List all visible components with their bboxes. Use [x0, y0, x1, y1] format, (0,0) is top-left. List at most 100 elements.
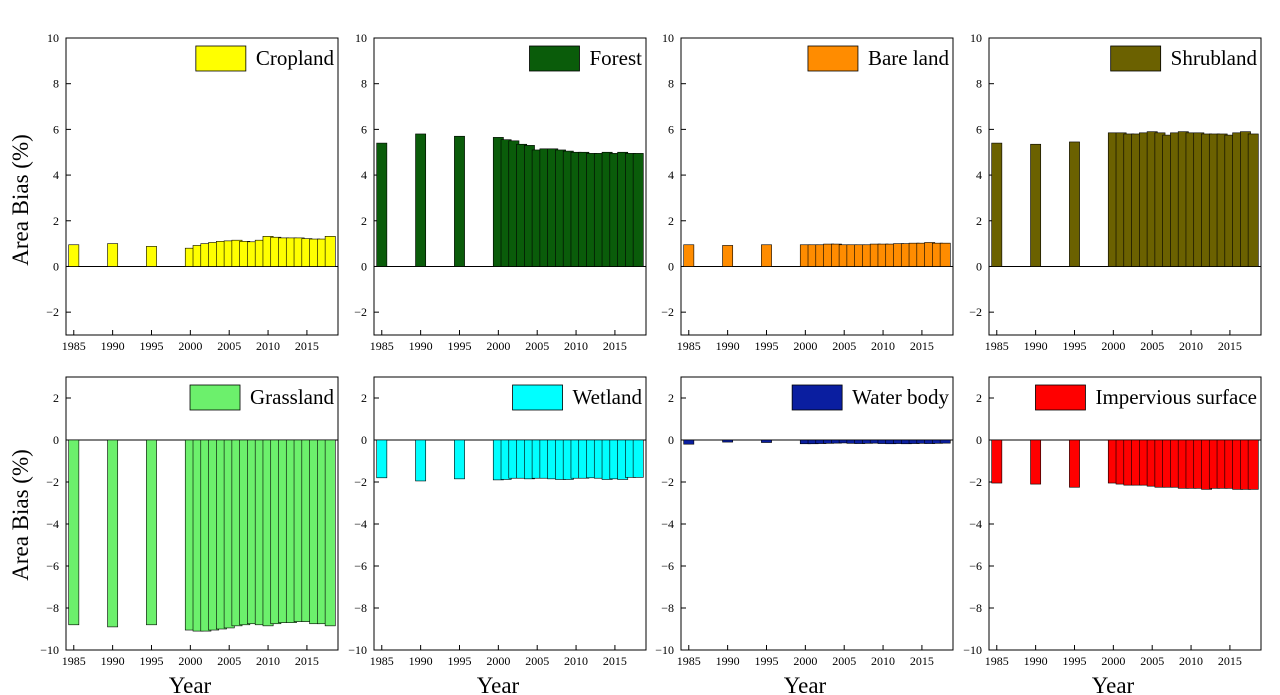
x-tick-label: 1985 — [62, 654, 86, 668]
y-axis-label-bottom: Area Bias (%) — [8, 449, 33, 581]
y-tick-label: 10 — [47, 31, 59, 45]
x-tick-label: 2005 — [217, 654, 241, 668]
legend-swatch — [1035, 384, 1086, 411]
x-tick-label: 1985 — [62, 339, 86, 353]
x-axis-label: Year — [169, 673, 212, 695]
bar — [991, 439, 1003, 484]
panel-shrubland: −2 0 2 4 6 8 10 1985 1990 1995 2000 2005 2010 2015 Shr… — [969, 31, 1262, 353]
legend-label: Cropland — [256, 46, 335, 70]
x-tick-label: 2000 — [1101, 654, 1125, 668]
bar — [1030, 439, 1042, 485]
x-tick-label: 2000 — [486, 654, 510, 668]
bar — [146, 439, 157, 626]
y-tick-label: 4 — [976, 168, 982, 182]
y-tick-label: 2 — [668, 391, 674, 405]
y-axis-label-top: Area Bias (%) — [8, 134, 33, 266]
y-tick-label: 2 — [361, 391, 367, 405]
bar — [632, 153, 644, 267]
bar — [146, 246, 157, 267]
x-tick-label: 2010 — [256, 654, 280, 668]
x-tick-label: 1985 — [985, 339, 1009, 353]
bar — [722, 245, 734, 267]
legend-label: Forest — [590, 46, 643, 70]
legend-swatch — [195, 45, 247, 72]
y-tick-label: 8 — [53, 77, 59, 91]
legend-label: Impervious surface — [1095, 385, 1257, 409]
bar — [1247, 133, 1259, 267]
x-tick-label: 2000 — [793, 654, 817, 668]
x-tick-label: 1995 — [754, 654, 778, 668]
bar — [376, 439, 388, 479]
bar — [991, 142, 1003, 267]
y-tick-label: −10 — [655, 643, 674, 657]
y-tick-label: 2 — [53, 214, 59, 228]
y-tick-label: 0 — [53, 433, 59, 447]
plot-frame — [373, 37, 647, 336]
x-tick-label: 2015 — [603, 654, 627, 668]
x-tick-label: 2000 — [486, 339, 510, 353]
y-tick-label: −6 — [969, 559, 982, 573]
y-tick-label: −6 — [354, 559, 367, 573]
x-tick-label: 1995 — [139, 654, 163, 668]
y-tick-label: −8 — [661, 601, 674, 615]
x-tick-label: 2000 — [1101, 339, 1125, 353]
legend-swatch — [512, 384, 563, 411]
x-tick-label: 2005 — [832, 339, 856, 353]
y-tick-label: −6 — [46, 559, 59, 573]
bar — [761, 439, 772, 443]
x-tick-label: 1985 — [677, 339, 701, 353]
y-tick-label: 6 — [361, 122, 367, 136]
y-tick-label: −2 — [46, 475, 59, 489]
bar — [68, 439, 80, 626]
x-tick-label: 2010 — [871, 339, 895, 353]
y-tick-label: 0 — [361, 259, 367, 273]
x-tick-label: 2015 — [295, 654, 319, 668]
y-tick-label: −10 — [40, 643, 59, 657]
bar — [454, 439, 465, 480]
x-tick-label: 1995 — [139, 339, 163, 353]
x-tick-label: 1990 — [716, 339, 740, 353]
y-tick-label: 2 — [361, 214, 367, 228]
bar — [415, 439, 427, 482]
bar — [324, 236, 336, 267]
x-tick-label: 2005 — [1140, 654, 1164, 668]
plot-frame — [680, 37, 954, 336]
y-tick-label: 6 — [976, 122, 982, 136]
x-tick-label: 1995 — [1062, 339, 1086, 353]
x-tick-label: 1990 — [409, 339, 433, 353]
y-tick-label: 0 — [53, 259, 59, 273]
panel-cropland: −2 0 2 4 6 8 10 1985 1990 1995 2000 2005 2010 2015 Cro… — [46, 31, 339, 353]
legend-label: Wetland — [573, 385, 643, 409]
panel-grassland: −10 −8 −6 −4 −2 0 2 1985 1990 1995 2000 2005 2010 201… — [40, 376, 339, 695]
bar — [415, 133, 427, 267]
x-tick-label: 1995 — [447, 339, 471, 353]
y-tick-label: 2 — [976, 391, 982, 405]
bar — [1069, 141, 1080, 267]
y-tick-label: 0 — [976, 259, 982, 273]
x-tick-label: 1995 — [1062, 654, 1086, 668]
panel-water-body: −10 −8 −6 −4 −2 0 2 1985 1990 1995 2000 2005 2010 201… — [655, 376, 954, 695]
bar — [1069, 439, 1080, 488]
x-tick-label: 2010 — [256, 339, 280, 353]
y-tick-label: −8 — [969, 601, 982, 615]
x-tick-label: 1990 — [1024, 654, 1048, 668]
x-tick-label: 1985 — [677, 654, 701, 668]
x-tick-label: 2015 — [295, 339, 319, 353]
x-tick-label: 2015 — [1218, 339, 1242, 353]
bar — [107, 243, 119, 267]
y-tick-label: −10 — [963, 643, 982, 657]
legend-swatch — [529, 45, 580, 72]
y-tick-label: 8 — [976, 77, 982, 91]
y-tick-label: 8 — [361, 77, 367, 91]
y-tick-label: 8 — [668, 77, 674, 91]
x-axis-label: Year — [1092, 673, 1135, 695]
plot-frame — [988, 37, 1262, 336]
panel-forest: −2 0 2 4 6 8 10 1985 1990 1995 2000 2005 2010 2015 For… — [354, 31, 647, 353]
x-tick-label: 1990 — [101, 654, 125, 668]
x-tick-label: 2010 — [1179, 339, 1203, 353]
y-tick-label: 10 — [970, 31, 982, 45]
legend-label: Shrubland — [1171, 46, 1258, 70]
x-tick-label: 1995 — [447, 654, 471, 668]
y-tick-label: 0 — [361, 433, 367, 447]
